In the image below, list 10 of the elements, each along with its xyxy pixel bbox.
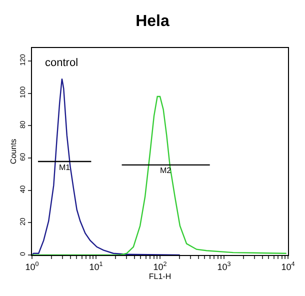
x-axis-title: FL1-H bbox=[148, 272, 172, 281]
x-tick-label: 10$^{4}$ bbox=[281, 261, 296, 272]
chart-title: Hela bbox=[136, 13, 170, 30]
x-tick-label: 10$^{2}$ bbox=[153, 261, 168, 272]
series-label: M1 bbox=[59, 163, 71, 172]
series-label: control bbox=[45, 57, 78, 69]
x-tick-label: 10$^{1}$ bbox=[89, 261, 104, 272]
x-tick-label: 10$^{0}$ bbox=[25, 261, 40, 272]
y-axis-title: Counts bbox=[8, 138, 18, 164]
x-tick-label: 10$^{3}$ bbox=[217, 261, 232, 272]
